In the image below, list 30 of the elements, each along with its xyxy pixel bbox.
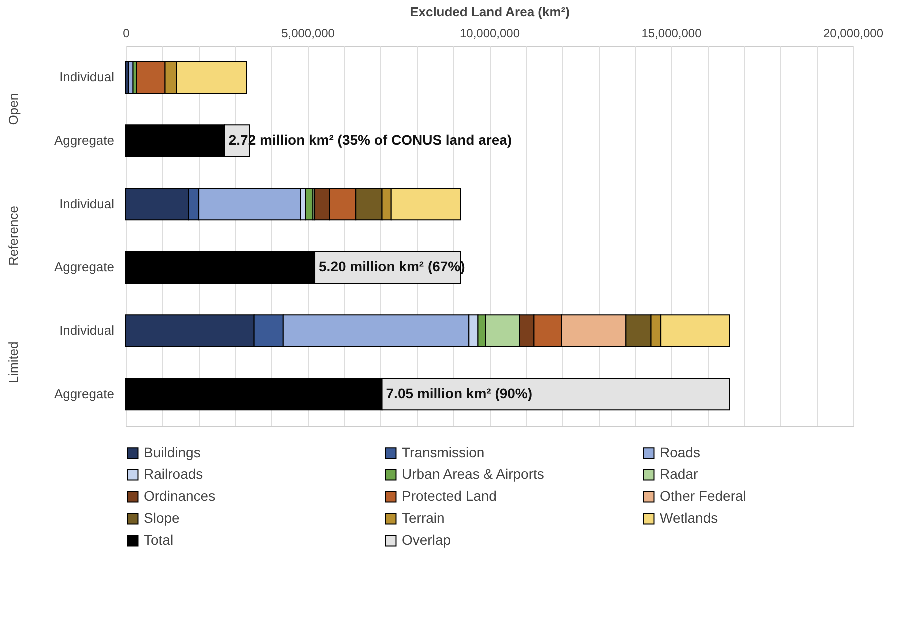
y-tick-label: Aggregate (54, 260, 114, 275)
legend-label: Terrain (402, 510, 445, 526)
legend-label: Radar (660, 466, 698, 482)
text: Reference (6, 206, 21, 266)
text: Open (6, 93, 21, 126)
y-tick-label: Individual (60, 323, 115, 338)
legend-label: Protected Land (402, 488, 497, 504)
x-tick-label: 15,000,000 (642, 26, 702, 40)
legend-label: Slope (144, 510, 180, 526)
legend-label: Total (144, 532, 174, 548)
legend-label: Buildings (144, 444, 201, 460)
legend-label: Transmission (402, 444, 485, 460)
x-tick-label: 0 (123, 26, 130, 40)
legend-label: Other Federal (660, 488, 746, 504)
data-label: 7.05 million km² (90%) (386, 385, 533, 402)
legend-label: Roads (660, 444, 700, 460)
text: Limited (6, 342, 21, 384)
legend-label: Overlap (402, 532, 452, 548)
y-tick-label: Individual (60, 70, 115, 85)
legend-label: Wetlands (660, 510, 718, 526)
x-tick-label: 20,000,000 (823, 26, 884, 40)
y-tick-label: Individual (60, 196, 115, 212)
x-axis-title: Excluded Land Area (km²) (410, 4, 570, 20)
legend-label: Urban Areas & Airports (402, 466, 544, 482)
y-tick-label: Aggregate (54, 386, 114, 402)
legend-label: Ordinances (144, 488, 216, 504)
x-tick-label: 10,000,000 (460, 26, 520, 40)
x-tick-label: 5,000,000 (282, 26, 336, 40)
y-tick-label: Aggregate (54, 133, 114, 148)
legend-label: Railroads (144, 466, 204, 482)
